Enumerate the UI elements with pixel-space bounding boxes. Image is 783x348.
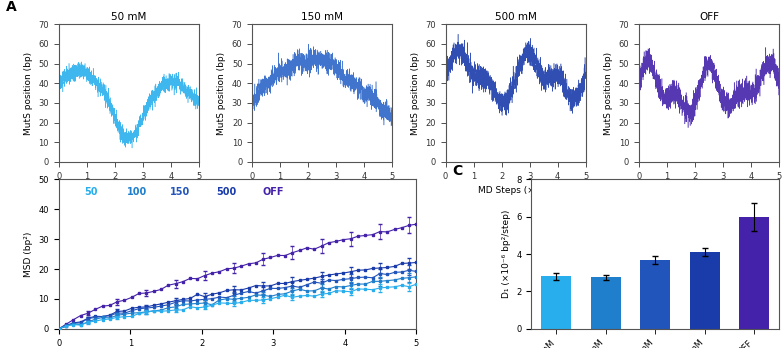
X-axis label: MD Steps (×10⁷): MD Steps (×10⁷) [478, 186, 554, 195]
Bar [690, 252, 720, 329]
Text: OFF: OFF [262, 187, 284, 197]
Title: 500 mM: 500 mM [495, 12, 536, 22]
Text: C: C [453, 164, 463, 178]
Y-axis label: MutS position (bp): MutS position (bp) [217, 52, 226, 135]
Y-axis label: D₁ (×10⁻⁶ bp²/step): D₁ (×10⁻⁶ bp²/step) [502, 210, 511, 298]
Text: 50: 50 [84, 187, 97, 197]
X-axis label: MD Steps (×10⁷): MD Steps (×10⁷) [91, 186, 167, 195]
Y-axis label: MutS position (bp): MutS position (bp) [23, 52, 33, 135]
Bar [739, 216, 769, 329]
Bar [541, 276, 571, 329]
Title: 50 mM: 50 mM [111, 12, 146, 22]
X-axis label: MD Steps (×10⁷): MD Steps (×10⁷) [671, 186, 747, 195]
Text: 100: 100 [127, 187, 147, 197]
X-axis label: MD Steps (×10⁷): MD Steps (×10⁷) [284, 186, 360, 195]
Bar [640, 260, 670, 329]
Text: 150: 150 [170, 187, 189, 197]
Y-axis label: MSD (bp²): MSD (bp²) [23, 231, 33, 277]
Text: 500: 500 [216, 187, 236, 197]
Y-axis label: MutS position (bp): MutS position (bp) [604, 52, 613, 135]
Title: OFF: OFF [699, 12, 719, 22]
Text: A: A [5, 0, 16, 14]
Bar [591, 277, 621, 329]
Title: 150 mM: 150 mM [301, 12, 343, 22]
Y-axis label: MutS position (bp): MutS position (bp) [410, 52, 420, 135]
